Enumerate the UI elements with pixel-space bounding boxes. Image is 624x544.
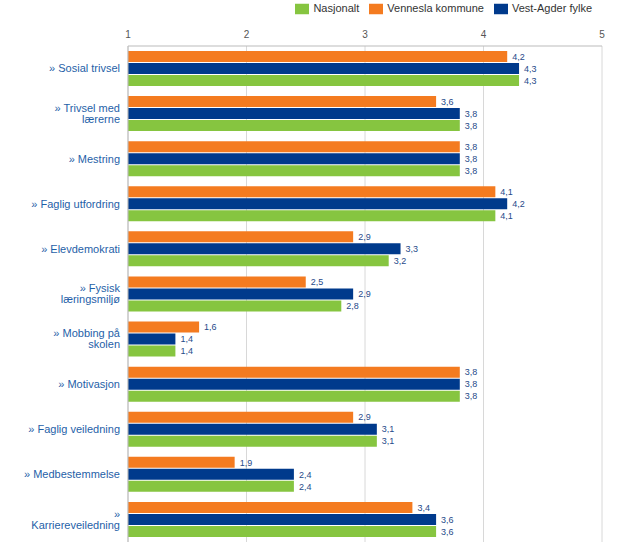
svg-text:4,1: 4,1 [500,211,513,221]
svg-text:4,3: 4,3 [524,64,537,74]
svg-text:3,6: 3,6 [441,527,454,537]
svg-text:3,2: 3,2 [394,256,407,266]
svg-text:1,6: 1,6 [204,322,217,332]
svg-text:3,8: 3,8 [465,379,478,389]
svg-text:4,1: 4,1 [500,187,513,197]
svg-text:3,1: 3,1 [382,436,395,446]
svg-text:3,8: 3,8 [465,121,478,131]
svg-text:2,9: 2,9 [358,232,371,242]
svg-text:4,2: 4,2 [512,52,525,62]
svg-text:2,9: 2,9 [358,289,371,299]
svg-text:3,8: 3,8 [465,166,478,176]
svg-text:1,9: 1,9 [240,458,253,468]
svg-text:» Mestring: » Mestring [69,153,120,165]
svg-text:» Fysisklæringsmiljø: » Fysisklæringsmiljø [61,282,121,305]
svg-text:3,8: 3,8 [465,109,478,119]
svg-text:» Elevdemokrati: » Elevdemokrati [41,243,120,255]
svg-text:4: 4 [481,29,487,40]
svg-text:2,8: 2,8 [346,301,359,311]
svg-text:2,9: 2,9 [358,412,371,422]
svg-text:3,8: 3,8 [465,142,478,152]
svg-text:3,4: 3,4 [417,503,430,513]
svg-text:» Medbestemmelse: » Medbestemmelse [24,468,120,480]
svg-text:»Karriereveiledning: »Karriereveiledning [31,508,120,531]
svg-text:» Motivasjon: » Motivasjon [58,378,120,390]
svg-text:1,4: 1,4 [180,346,193,356]
svg-text:4,3: 4,3 [524,76,537,86]
svg-text:3,8: 3,8 [465,154,478,164]
html-text:Vest-Agder fylke: Vest-Agder fylke [511,2,592,14]
svg-text:» Mobbing påskolen: » Mobbing påskolen [53,327,121,350]
svg-text:3,8: 3,8 [465,391,478,401]
svg-text:3,6: 3,6 [441,515,454,525]
svg-text:» Faglig veiledning: » Faglig veiledning [28,423,120,435]
svg-text:» Faglig utfordring: » Faglig utfordring [31,198,120,210]
svg-text:» Sosial trivsel: » Sosial trivsel [49,62,120,74]
svg-text:2: 2 [244,29,250,40]
html-text:Vennesla kommune: Vennesla kommune [387,2,484,14]
svg-text:3,3: 3,3 [406,244,419,254]
svg-text:3,1: 3,1 [382,424,395,434]
svg-text:3: 3 [362,29,368,40]
svg-text:» Trivsel medlærerne: » Trivsel medlærerne [55,102,120,125]
svg-text:3,8: 3,8 [465,367,478,377]
svg-text:2,5: 2,5 [311,277,324,287]
svg-text:3,6: 3,6 [441,97,454,107]
svg-text:1,4: 1,4 [180,334,193,344]
svg-text:2,4: 2,4 [299,482,312,492]
svg-text:4,2: 4,2 [512,199,525,209]
svg-text:1: 1 [125,29,131,40]
svg-text:2,4: 2,4 [299,470,312,480]
html-text:Nasjonalt: Nasjonalt [313,2,360,14]
svg-text:5: 5 [599,29,605,40]
